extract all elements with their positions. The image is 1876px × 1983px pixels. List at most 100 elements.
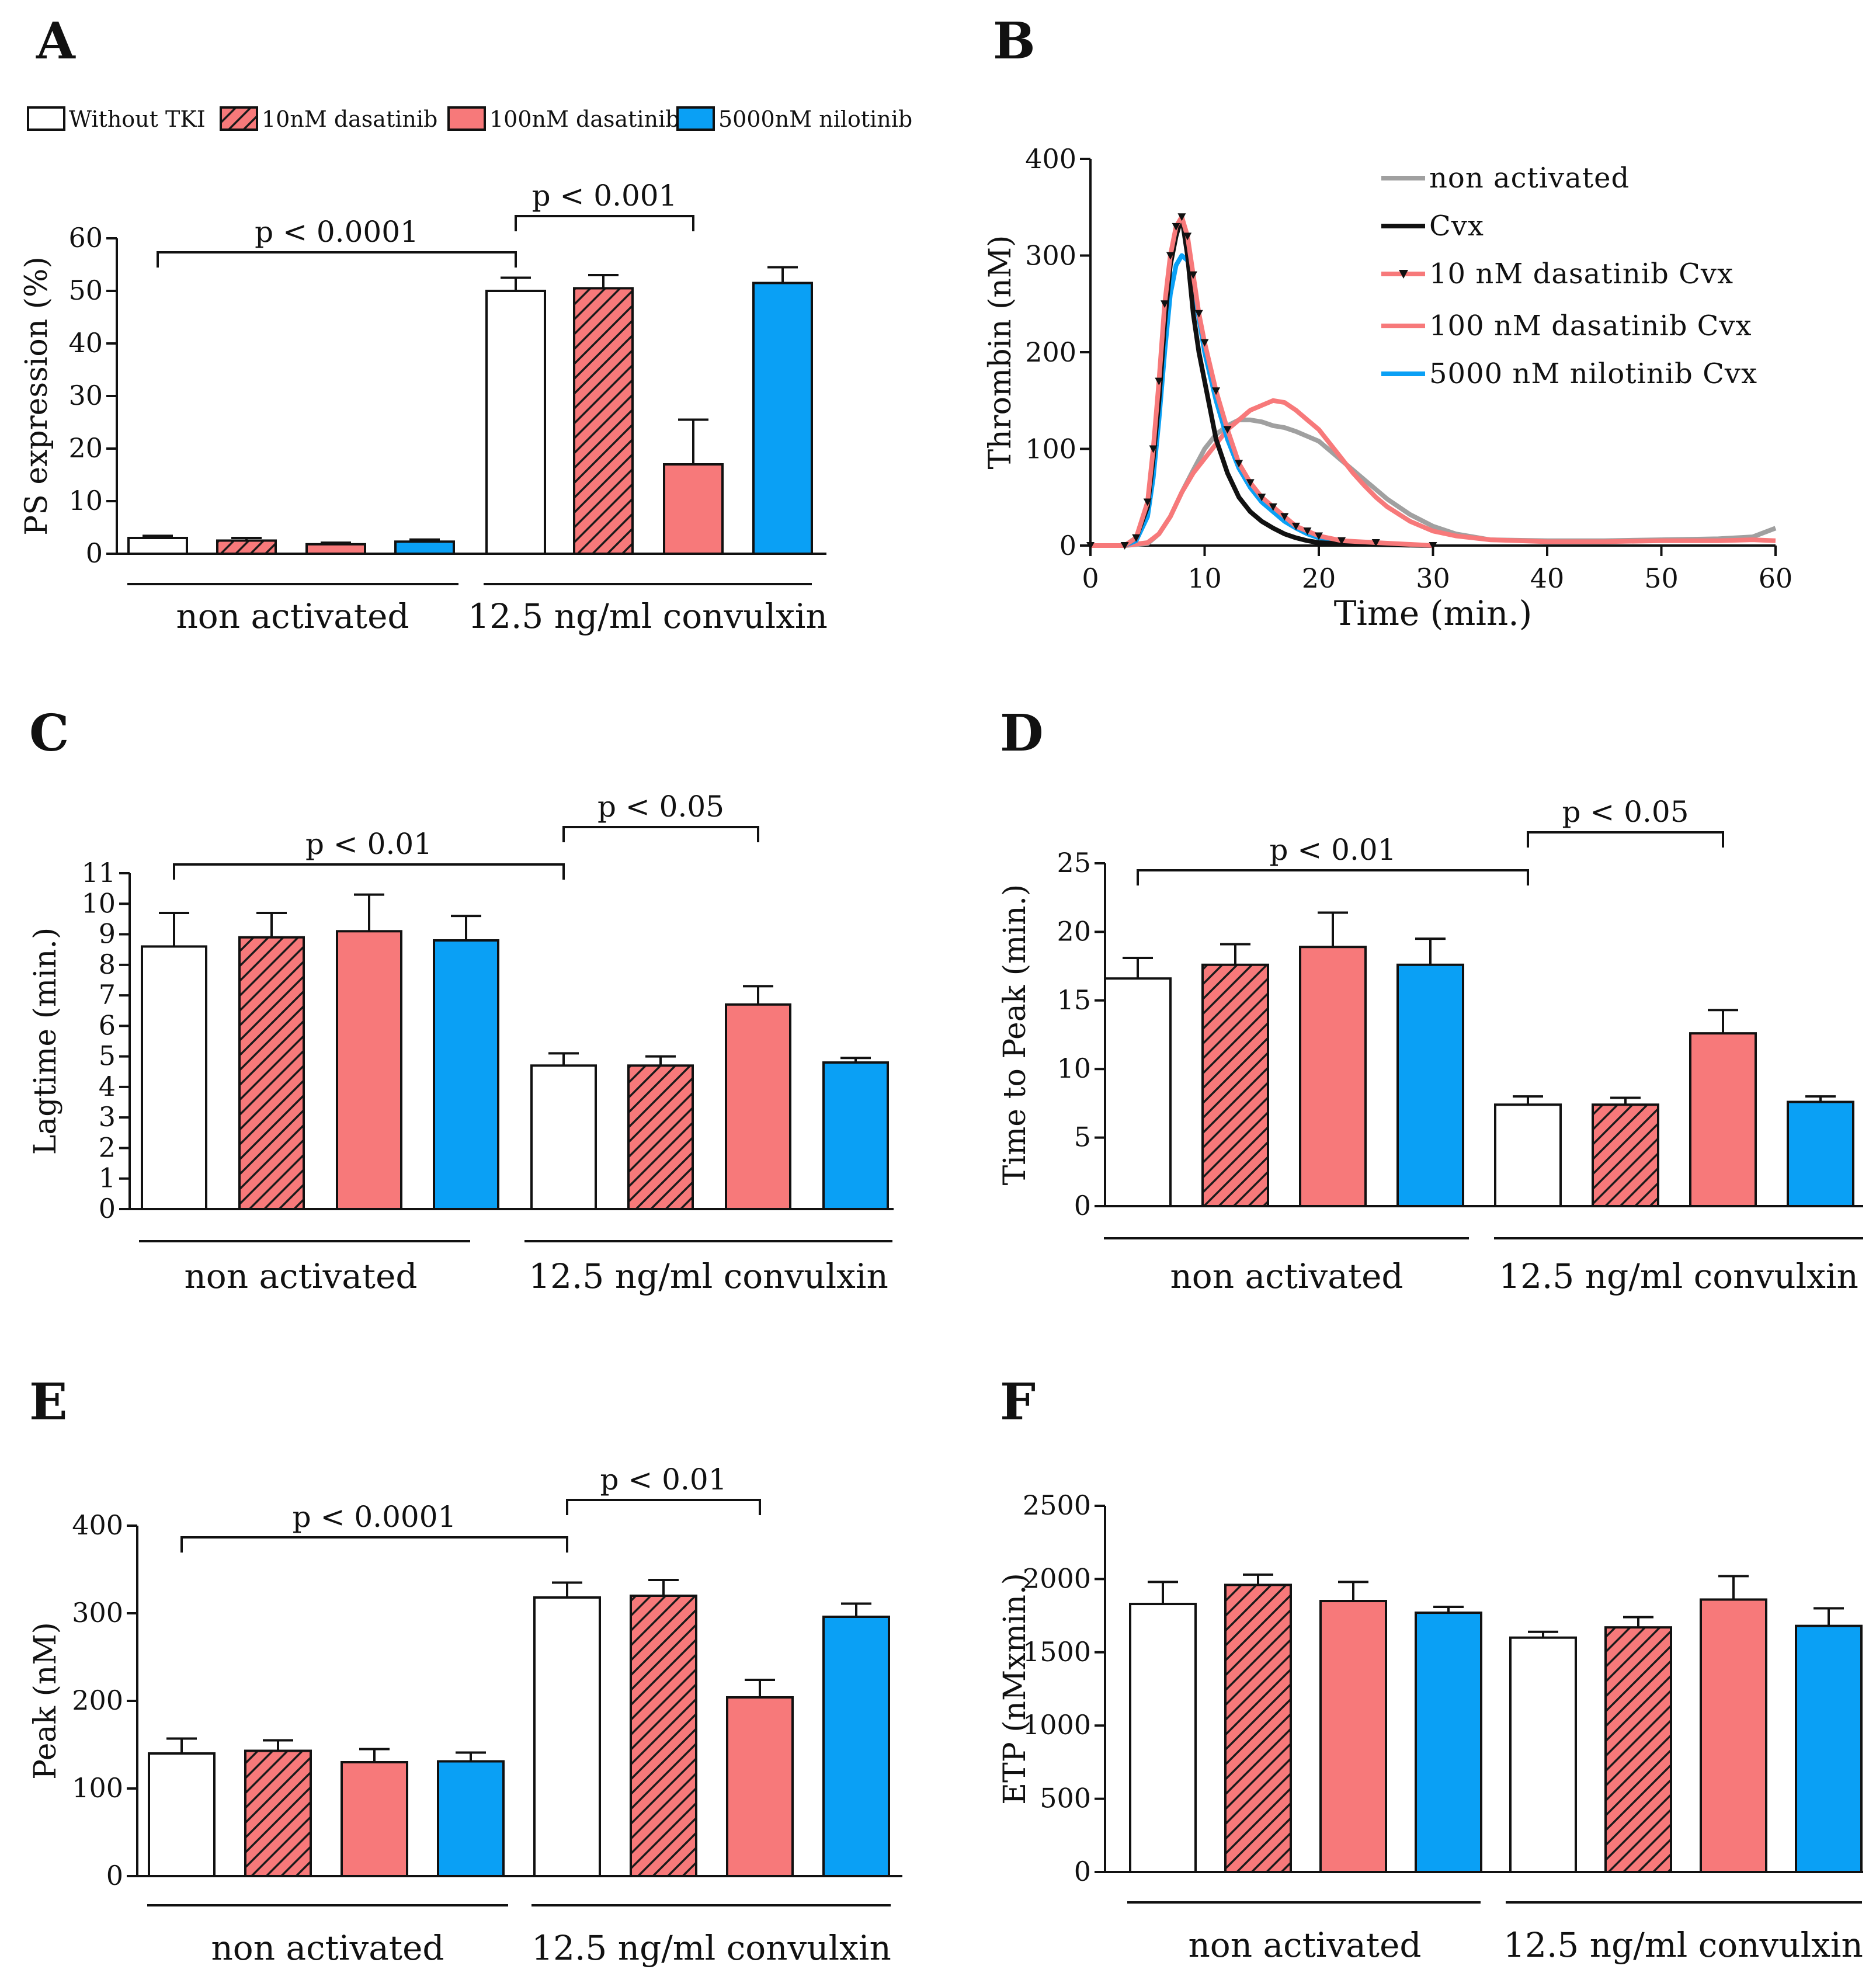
significance-bracket <box>566 1499 761 1515</box>
significance-bracket <box>1527 831 1724 848</box>
p-value-label: p < 0.05 <box>1562 795 1689 829</box>
bar <box>305 543 366 555</box>
legend-label-2: 100nM dasatinib <box>489 106 680 132</box>
bar <box>533 1596 601 1877</box>
series-marker <box>1120 542 1129 550</box>
legend-label-0: non activated <box>1429 162 1630 195</box>
bar <box>1201 963 1269 1207</box>
bar <box>822 1616 890 1877</box>
bar <box>1104 977 1172 1208</box>
panel-letter-F: F <box>1000 1373 1036 1432</box>
y-axis-label: Lagtime (min.) <box>28 928 63 1155</box>
series-marker <box>1200 339 1209 347</box>
bar <box>1700 1598 1767 1873</box>
series-marker <box>1189 271 1197 279</box>
legend-label-1: 10nM dasatinib <box>262 106 437 132</box>
y-axis-label: PS expression (%) <box>19 256 54 535</box>
series-marker <box>1429 542 1437 550</box>
significance-bracket <box>562 826 759 842</box>
bar <box>1129 1603 1197 1873</box>
panel-letter-C: C <box>29 704 69 763</box>
y-tick-label: 1 <box>99 1162 116 1194</box>
bar <box>433 939 499 1210</box>
p-value-label: p < 0.0001 <box>293 1500 457 1534</box>
bar <box>627 1064 694 1211</box>
series-marker <box>1183 232 1192 241</box>
y-tick-label: 100 <box>72 1772 123 1804</box>
p-value-label: p < 0.01 <box>600 1463 727 1496</box>
series-marker <box>1194 310 1203 318</box>
y-tick-label: 4 <box>99 1071 116 1102</box>
bar <box>1224 1583 1292 1873</box>
legend-swatch-0 <box>27 106 65 131</box>
bar <box>822 1061 889 1211</box>
y-tick-label: 9 <box>99 918 116 950</box>
panels: Without TKI 10nM dasatinib 100nM dasatinib… <box>19 12 1863 1968</box>
bar <box>336 930 402 1211</box>
y-tick-label: 20 <box>1057 915 1091 947</box>
panel-E: 0 100 200 300 400 Peak (nM) non activated 12.5 … <box>28 1463 902 1968</box>
y-tick-label: 1000 <box>1023 1709 1091 1741</box>
legend-label-3: 5000nM nilotinib <box>718 106 912 132</box>
bar <box>127 537 188 555</box>
legend-swatch-2 <box>447 106 486 131</box>
series-line-0 <box>1090 417 1777 548</box>
bar <box>726 1696 794 1877</box>
bar <box>752 282 813 555</box>
y-axis-label: ETP (nMxmin.) <box>998 1573 1033 1805</box>
series-marker <box>1172 223 1180 231</box>
y-tick-label: 10 <box>1057 1053 1091 1084</box>
y-axis-label: Peak (nM) <box>28 1622 63 1780</box>
bar <box>148 1752 216 1877</box>
y-tick-label: 300 <box>72 1597 123 1628</box>
x-tick-label: 30 <box>1416 562 1450 594</box>
significance-bracket <box>157 251 517 268</box>
y-tick-label: 25 <box>1057 847 1091 878</box>
x-tick-label: 50 <box>1644 562 1679 594</box>
y-tick-label: 100 <box>1025 433 1076 465</box>
significance-bracket <box>180 1536 568 1553</box>
bar <box>663 463 724 555</box>
bar <box>1319 1600 1387 1874</box>
y-tick-label: 3 <box>99 1101 116 1133</box>
x-tick-label: 20 <box>1302 562 1336 594</box>
legend: Without TKI 10nM dasatinib 100nM dasatinib… <box>27 106 912 132</box>
y-tick-label: 1500 <box>1023 1636 1091 1668</box>
bar <box>485 290 546 555</box>
series-marker <box>1246 479 1255 487</box>
series-marker <box>1177 213 1186 221</box>
bar <box>238 936 305 1210</box>
group-label: non activated <box>184 1256 417 1296</box>
y-tick-label: 400 <box>72 1509 123 1541</box>
y-tick-label: 0 <box>99 1193 116 1224</box>
panel-letter-D: D <box>1000 704 1044 763</box>
bar <box>1592 1103 1659 1208</box>
bar <box>573 287 634 555</box>
p-value-label: p < 0.05 <box>597 790 724 824</box>
y-axis-label: Time to Peak (min.) <box>998 884 1033 1186</box>
series-marker <box>1235 460 1243 468</box>
panel-A: 0 10 20 30 40 50 60 PS expression (%) non activa… <box>19 179 828 636</box>
legend-swatch-3 <box>676 106 715 131</box>
y-tick-label: 5 <box>1074 1121 1091 1153</box>
series-marker <box>1155 377 1163 386</box>
series-marker <box>1166 252 1175 260</box>
bar <box>1689 1032 1757 1207</box>
series-marker <box>1086 542 1095 550</box>
panel-letter-A: A <box>36 12 76 71</box>
x-tick-label: 0 <box>1082 562 1099 594</box>
bar <box>141 945 207 1211</box>
y-tick-label: 2 <box>99 1131 116 1163</box>
y-tick-label: 15 <box>1057 984 1091 1016</box>
bar <box>1494 1103 1562 1208</box>
legend-label-1: Cvx <box>1429 210 1484 242</box>
series-marker <box>1161 300 1169 308</box>
y-tick-label: 300 <box>1025 240 1076 272</box>
series-marker <box>1143 498 1152 506</box>
y-tick-label: 60 <box>68 222 103 253</box>
p-value-label: p < 0.0001 <box>255 215 419 249</box>
y-tick-label: 50 <box>68 275 103 306</box>
bar <box>216 539 277 555</box>
y-tick-label: 40 <box>68 327 103 359</box>
group-label: 12.5 ng/ml convulxin <box>531 1928 891 1968</box>
